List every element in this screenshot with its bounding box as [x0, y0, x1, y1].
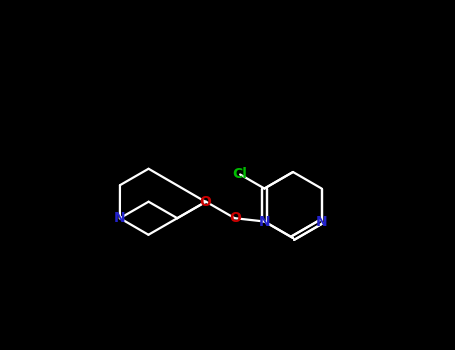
Text: N: N — [258, 215, 270, 229]
Text: O: O — [200, 195, 212, 209]
Text: O: O — [229, 211, 241, 225]
Text: N: N — [316, 215, 328, 229]
Text: N: N — [114, 211, 126, 225]
Text: Cl: Cl — [233, 168, 248, 181]
